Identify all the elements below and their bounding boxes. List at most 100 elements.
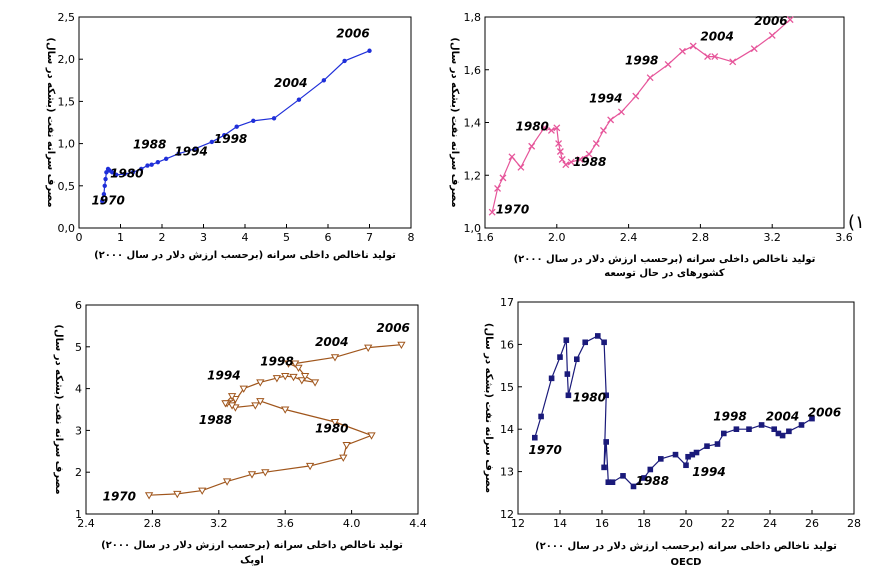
data-point [798, 422, 805, 428]
data-point [750, 45, 758, 53]
year-annotation: 1970 [529, 443, 562, 457]
data-point [144, 492, 154, 500]
y-axis-label: مصرف سرانه نفت (بشکه در سال) [45, 37, 56, 207]
data-point [689, 42, 697, 50]
data-point [494, 184, 502, 192]
x-tick-label: 4.4 [409, 517, 427, 530]
year-annotation: 2006 [754, 14, 787, 28]
year-annotation: 1980 [315, 421, 348, 435]
data-point [540, 124, 548, 132]
y-tick-label: 3 [75, 424, 82, 437]
x-tick-label: 0 [76, 231, 83, 244]
data-point [114, 172, 119, 178]
y-tick-label: 16 [500, 338, 514, 351]
data-point [641, 475, 647, 481]
data-point [704, 53, 712, 61]
data-point [775, 430, 782, 437]
x-tick-label: 28 [847, 517, 861, 530]
data-point [330, 354, 340, 362]
y-axis-label: مصرف سرانه نفت (بشکه در سال) [483, 323, 494, 493]
data-point [367, 432, 376, 440]
year-annotation: 1980 [110, 166, 143, 180]
data-point [558, 155, 566, 163]
data-point [768, 32, 776, 39]
data-point [339, 454, 348, 462]
year-annotation: 2004 [700, 30, 733, 44]
data-point [678, 47, 686, 55]
data-point [693, 449, 700, 456]
data-point [231, 396, 240, 404]
chart-caption: کشورهای در حال توسعه [604, 268, 725, 279]
data-point [564, 371, 571, 377]
data-point [517, 163, 525, 171]
data-point [198, 487, 207, 495]
y-tick-label: 2 [75, 466, 82, 479]
data-point [729, 58, 737, 66]
y-tick-label: 12 [500, 508, 514, 521]
x-tick-label: 1.6 [476, 231, 494, 244]
data-point [247, 471, 257, 479]
data-point [508, 153, 516, 161]
data-point [632, 92, 640, 100]
year-annotation: 2004 [274, 76, 307, 90]
year-annotation: 1998 [625, 53, 658, 67]
data-point [256, 379, 265, 387]
data-point [321, 78, 327, 83]
chart-caption: اوپک [240, 555, 264, 566]
x-tick-label: 26 [805, 517, 819, 530]
chart-caption: OECD [671, 557, 702, 568]
data-point [548, 375, 555, 382]
year-annotation: 1994 [174, 144, 207, 158]
data-point [176, 151, 181, 156]
x-tick-label: 2 [159, 231, 166, 244]
year-annotation: 1970 [496, 202, 529, 216]
data-point [209, 139, 214, 145]
data-point [122, 171, 127, 177]
y-tick-label: 17 [500, 296, 514, 309]
data-point [100, 198, 105, 204]
data-point [221, 400, 230, 408]
data-point [556, 148, 564, 155]
x-tick-label: 12 [511, 517, 525, 530]
data-point [553, 124, 561, 132]
chart-panel-2: 1.6 2.0 2.4 2.8 3.2 3.6 1,0 1,2 1,4 1,6 1,8 تولید ن… [449, 11, 853, 279]
y-tick-label: 1,8 [464, 11, 482, 24]
year-annotation: 1998 [214, 132, 247, 146]
y-tick-label: 0,0 [58, 222, 76, 235]
data-point [499, 174, 507, 182]
year-annotation: 1988 [133, 138, 166, 152]
data-point [173, 490, 182, 499]
y-tick-label: 2,0 [58, 53, 76, 66]
year-annotation: 1970 [103, 490, 136, 504]
x-axis-label: تولید ناخالص داخلی سرانه (برحسب ارزش دلا… [535, 541, 837, 552]
data-point [330, 419, 340, 427]
y-tick-label: 6 [75, 299, 82, 312]
data-point [310, 379, 320, 387]
year-annotation: 1994 [207, 368, 240, 382]
data-point [646, 74, 654, 82]
year-annotation: 1988 [636, 474, 669, 488]
data-point [565, 392, 572, 399]
data-point [563, 337, 570, 343]
year-annotation: 2004 [315, 335, 348, 349]
series-line [491, 19, 791, 213]
data-point [342, 58, 347, 64]
y-tick-label: 1,0 [58, 138, 76, 151]
data-point [103, 176, 108, 182]
data-point [809, 415, 815, 422]
data-point [567, 158, 575, 166]
data-point [305, 462, 315, 471]
y-tick-label: 1,4 [464, 117, 482, 130]
data-point [582, 339, 588, 346]
x-tick-label: 1 [117, 231, 124, 244]
plot-frame [517, 301, 855, 515]
data-point [538, 413, 544, 420]
data-point [557, 354, 563, 360]
data-point [658, 456, 664, 462]
x-tick-label: 18 [637, 517, 651, 530]
data-point [101, 192, 107, 197]
x-tick-label: 3.6 [276, 517, 294, 530]
data-point [574, 356, 580, 363]
year-annotation: 2006 [336, 26, 369, 40]
data-point [562, 161, 570, 169]
